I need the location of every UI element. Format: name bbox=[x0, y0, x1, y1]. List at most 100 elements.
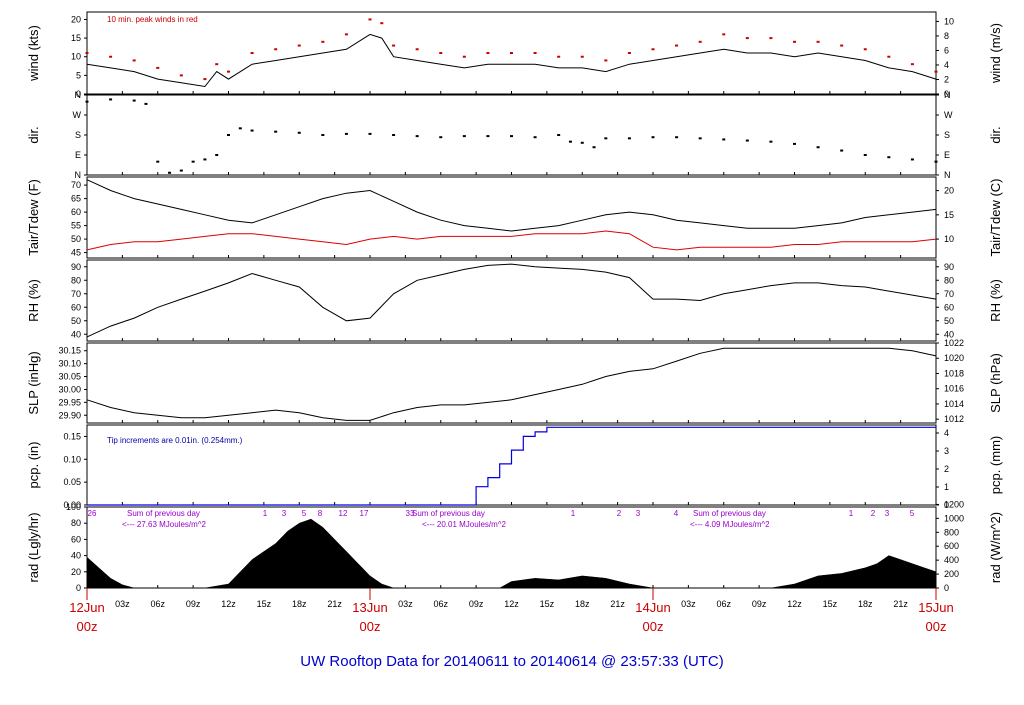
wind-peak-point bbox=[250, 52, 254, 54]
y-tick-label-right: W bbox=[944, 110, 953, 120]
chart-title: UW Rooftop Data for 20140611 to 20140614… bbox=[300, 653, 724, 670]
day-label-date: 14Jun bbox=[635, 600, 670, 615]
panel-slp: 29.90 29.95 30.00 30.05 30.10 30.15 1012 1014 10… bbox=[26, 338, 1003, 424]
day-label-date: 15Jun bbox=[918, 600, 953, 615]
y-tick-label: 100 bbox=[66, 502, 81, 512]
y-tick-label: 0.15 bbox=[63, 431, 81, 441]
radiation-hour-label: 8 bbox=[318, 509, 323, 518]
y-tick-label-right: 4 bbox=[944, 428, 949, 438]
radiation-sum-note: <--- 4.09 MJoules/m^2 bbox=[690, 520, 770, 529]
y-tick-label-right: 8 bbox=[944, 31, 949, 41]
y-tick-label: 50 bbox=[71, 316, 81, 326]
wind-peak-point bbox=[156, 66, 160, 69]
y-tick-label-right: 50 bbox=[944, 316, 954, 326]
wind-peak-point bbox=[227, 70, 230, 73]
y-tick-label-right: 0 bbox=[944, 500, 949, 510]
direction-point bbox=[910, 158, 914, 161]
y-tick-label: 0.05 bbox=[63, 477, 81, 487]
y-axis-label-right: SLP (hPa) bbox=[988, 353, 1003, 413]
y-tick-label-right: 10 bbox=[944, 16, 954, 26]
y-tick-label: 55 bbox=[71, 221, 81, 231]
direction-point bbox=[392, 134, 396, 136]
hour-tick-label: 06z bbox=[716, 599, 731, 609]
wind-peak-point bbox=[604, 59, 608, 62]
y-tick-label: 90 bbox=[71, 262, 81, 272]
y-tick-label-right: 0 bbox=[944, 89, 949, 99]
y-tick-label: 0.00 bbox=[63, 500, 81, 510]
y-tick-label: 30.00 bbox=[58, 384, 81, 394]
y-tick-label: 40 bbox=[71, 329, 81, 339]
hour-tick-label: 15z bbox=[540, 599, 555, 609]
y-axis-label-right: dir. bbox=[988, 126, 1003, 143]
y-tick-label: 50 bbox=[71, 234, 81, 244]
wind-peak-point bbox=[297, 44, 301, 47]
direction-point bbox=[132, 99, 136, 102]
wind-peak-point bbox=[109, 55, 113, 58]
day-label-date: 12Jun bbox=[69, 600, 104, 615]
panel-temp: 45 50 55 60 65 70 10 15 20 Tair/Tdew (F) Tair/Tdew… bbox=[26, 176, 1003, 259]
radiation-hour-label: 17 bbox=[360, 509, 369, 518]
wind-peak-point bbox=[627, 52, 631, 54]
radiation-hour-label: 3 bbox=[885, 509, 890, 518]
radiation-hour-label: 3 bbox=[282, 509, 287, 518]
y-tick-label: S bbox=[75, 130, 81, 140]
precip-line bbox=[87, 426, 936, 506]
y-tick-label-right: 1018 bbox=[944, 368, 964, 378]
wind-peak-point bbox=[368, 18, 372, 21]
direction-point bbox=[415, 135, 419, 138]
wind-peak-point bbox=[274, 48, 278, 51]
wind-peak-note: 10 min. peak winds in red bbox=[107, 15, 198, 24]
direction-point bbox=[793, 142, 796, 145]
y-tick-label-right: 1200 bbox=[944, 499, 964, 509]
y-tick-label-right: 3 bbox=[944, 446, 949, 456]
direction-point bbox=[274, 130, 278, 133]
wind-peak-point bbox=[722, 33, 726, 36]
y-tick-label-right: N bbox=[944, 90, 951, 100]
direction-point bbox=[215, 154, 219, 156]
y-tick-label: 30.15 bbox=[58, 346, 81, 356]
y-tick-label: 70 bbox=[71, 180, 81, 190]
wind-peak-point bbox=[533, 52, 537, 54]
day-label-hour: 00z bbox=[360, 619, 381, 634]
y-tick-label: 60 bbox=[71, 534, 81, 544]
direction-point bbox=[439, 136, 443, 139]
tip-increment-note: Tip increments are 0.01in. (0.254mm.) bbox=[107, 436, 243, 445]
y-tick-label-right: 1000 bbox=[944, 513, 964, 523]
wind-peak-point bbox=[698, 40, 702, 43]
y-tick-label: 40 bbox=[71, 551, 81, 561]
y-tick-label-right: 400 bbox=[944, 555, 959, 565]
y-axis-label-left: SLP (inHg) bbox=[26, 351, 41, 414]
direction-point bbox=[840, 149, 844, 152]
radiation-sum-note: Sum of previous day bbox=[693, 509, 766, 518]
direction-point bbox=[144, 102, 148, 105]
y-tick-label: 0 bbox=[76, 89, 81, 99]
direction-point bbox=[250, 129, 254, 132]
hour-tick-label: 09z bbox=[469, 599, 484, 609]
direction-point bbox=[675, 136, 679, 139]
y-tick-label: N bbox=[75, 90, 82, 100]
panel-frame bbox=[86, 259, 937, 342]
radiation-hour-label: 2 bbox=[871, 509, 876, 518]
y-tick-label-right: 1016 bbox=[944, 384, 964, 394]
direction-point bbox=[109, 98, 113, 101]
y-axis-label-right: wind (m/s) bbox=[988, 23, 1003, 84]
direction-point bbox=[769, 140, 773, 143]
hour-tick-label: 21z bbox=[893, 599, 908, 609]
y-axis-label-right: rad (W/m^2) bbox=[988, 512, 1003, 583]
wind-peak-point bbox=[651, 48, 655, 51]
radiation-hour-label: 1 bbox=[571, 509, 576, 518]
direction-point bbox=[510, 135, 513, 138]
wind-peak-point bbox=[392, 44, 396, 47]
wind-peak-point bbox=[439, 52, 443, 54]
day-label-date: 13Jun bbox=[352, 600, 387, 615]
direction-point bbox=[238, 127, 242, 130]
hour-tick-label: 18z bbox=[575, 599, 590, 609]
y-tick-label: 0.10 bbox=[63, 454, 81, 464]
wind-peak-point bbox=[462, 55, 466, 58]
wind-peak-point bbox=[934, 70, 938, 73]
direction-point bbox=[698, 137, 702, 140]
y-tick-label-right: 1014 bbox=[944, 399, 964, 409]
y-tick-label: 45 bbox=[71, 248, 81, 258]
day-label-hour: 00z bbox=[77, 619, 98, 634]
